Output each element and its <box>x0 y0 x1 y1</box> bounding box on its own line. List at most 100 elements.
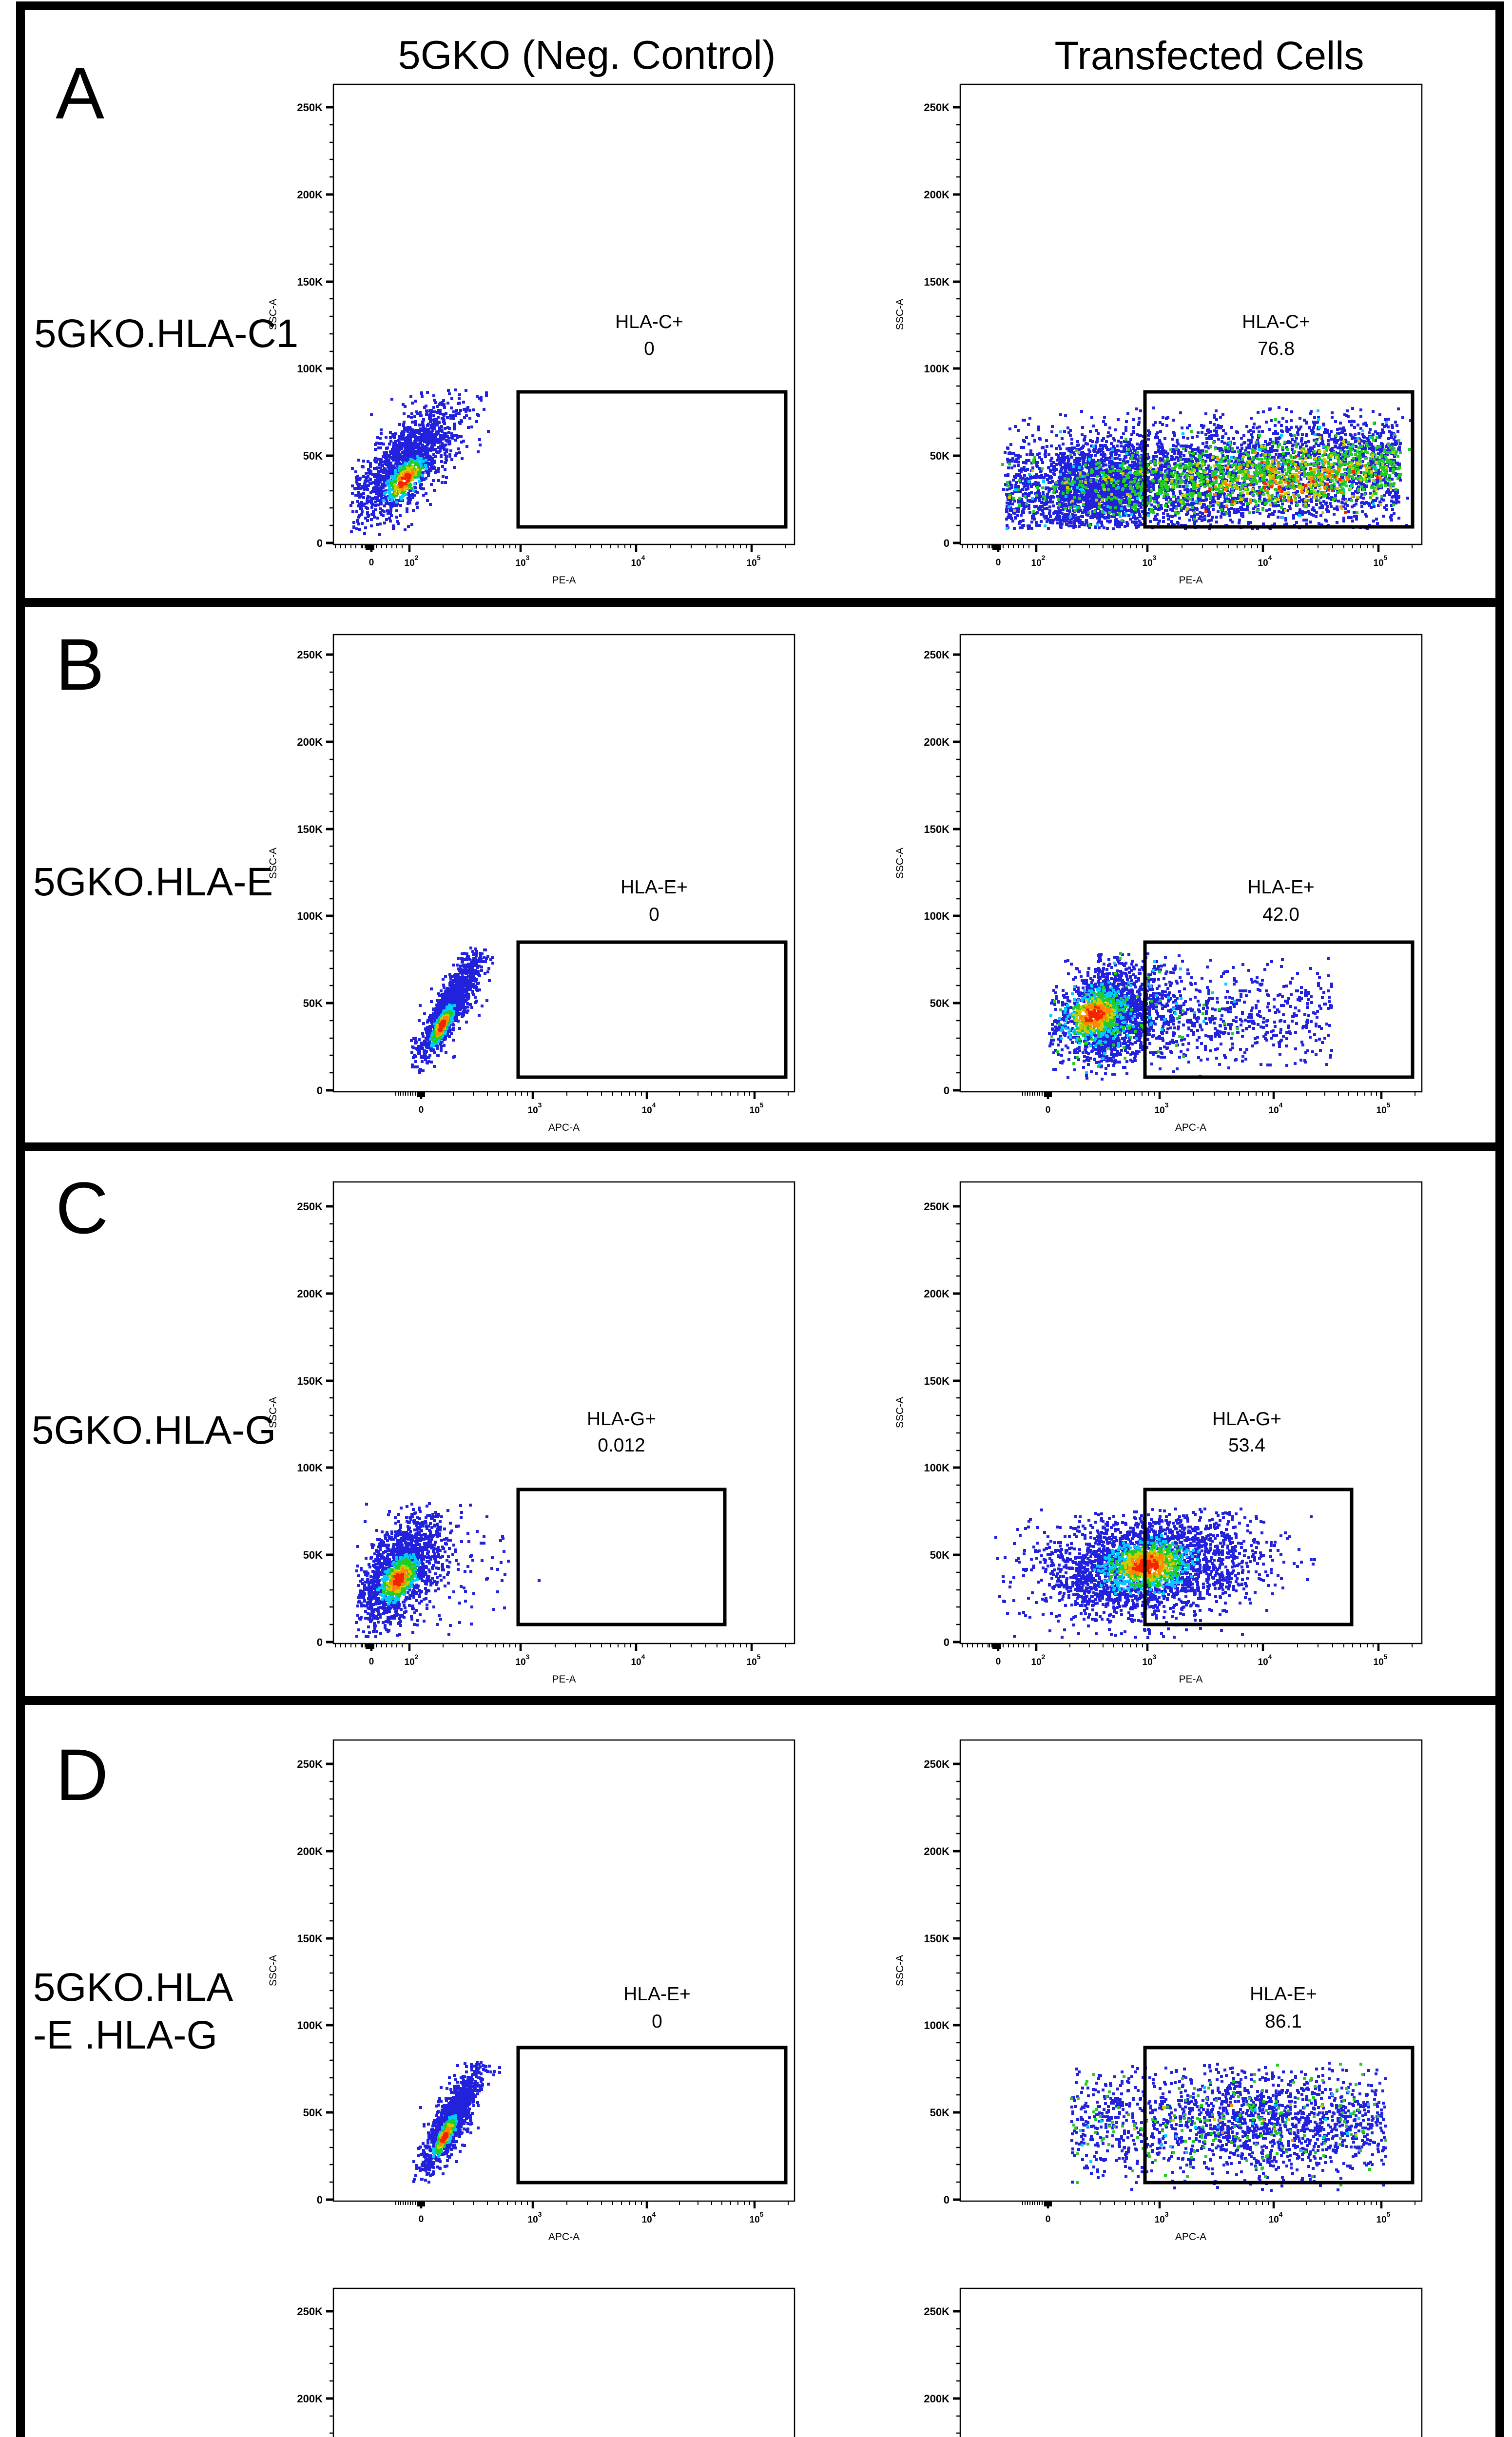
svg-text:SSC-A: SSC-A <box>894 1397 906 1428</box>
svg-text:0: 0 <box>317 2194 323 2206</box>
svg-text:HLA-G+: HLA-G+ <box>1212 1409 1281 1430</box>
svg-text:100K: 100K <box>924 1462 950 1474</box>
svg-text:200K: 200K <box>297 1845 323 1857</box>
svg-text:50K: 50K <box>930 1549 950 1561</box>
svg-text:APC-A: APC-A <box>548 1122 580 1133</box>
svg-text:0: 0 <box>944 1636 950 1648</box>
svg-text:0: 0 <box>419 2214 424 2224</box>
svg-text:PE-A: PE-A <box>1179 1674 1202 1685</box>
svg-text:86.1: 86.1 <box>1265 2011 1302 2032</box>
svg-text:5GKO.HLA: 5GKO.HLA <box>33 1965 233 2010</box>
svg-text:HLA-G+: HLA-G+ <box>587 1409 656 1430</box>
svg-text:HLA-E+: HLA-E+ <box>1247 877 1315 898</box>
svg-text:PE-A: PE-A <box>552 575 576 586</box>
svg-text:100K: 100K <box>297 1462 323 1474</box>
svg-text:200K: 200K <box>297 2393 323 2405</box>
svg-text:150K: 150K <box>297 1375 323 1387</box>
svg-text:50K: 50K <box>930 450 950 462</box>
svg-text:0: 0 <box>317 1084 323 1097</box>
svg-text:0: 0 <box>369 1657 374 1667</box>
svg-text:0: 0 <box>317 1636 323 1648</box>
svg-text:200K: 200K <box>924 189 950 201</box>
svg-text:0: 0 <box>996 558 1001 568</box>
svg-text:250K: 250K <box>297 649 323 661</box>
svg-text:50K: 50K <box>930 2107 950 2119</box>
svg-text:250K: 250K <box>924 649 950 661</box>
svg-text:0: 0 <box>317 537 323 549</box>
svg-text:SSC-A: SSC-A <box>268 1955 279 1986</box>
svg-text:0: 0 <box>944 537 950 549</box>
svg-text:0: 0 <box>1046 2214 1051 2224</box>
svg-text:50K: 50K <box>303 997 323 1009</box>
svg-text:200K: 200K <box>924 1288 950 1300</box>
svg-text:5GKO.HLA-C1: 5GKO.HLA-C1 <box>34 311 298 356</box>
svg-text:SSC-A: SSC-A <box>894 1955 906 1986</box>
svg-text:50K: 50K <box>930 997 950 1009</box>
svg-text:50K: 50K <box>303 1549 323 1561</box>
svg-text:150K: 150K <box>297 1933 323 1945</box>
svg-text:150K: 150K <box>924 276 950 288</box>
svg-text:100K: 100K <box>297 363 323 375</box>
svg-text:0: 0 <box>944 2194 950 2206</box>
svg-text:0.012: 0.012 <box>598 1435 645 1456</box>
svg-text:250K: 250K <box>297 2305 323 2318</box>
svg-text:250K: 250K <box>924 101 950 114</box>
svg-text:HLA-E+: HLA-E+ <box>620 877 688 898</box>
svg-text:B: B <box>56 623 104 705</box>
svg-text:50K: 50K <box>303 2107 323 2119</box>
svg-text:SSC-A: SSC-A <box>268 299 279 330</box>
svg-text:HLA-E+: HLA-E+ <box>1250 1984 1317 2005</box>
svg-text:100K: 100K <box>924 363 950 375</box>
svg-text:APC-A: APC-A <box>548 2231 580 2243</box>
svg-text:PE-A: PE-A <box>552 1674 576 1685</box>
svg-text:200K: 200K <box>924 1845 950 1857</box>
svg-text:200K: 200K <box>924 2393 950 2405</box>
svg-text:D: D <box>56 1734 108 1816</box>
svg-text:100K: 100K <box>924 2019 950 2031</box>
svg-text:150K: 150K <box>924 1933 950 1945</box>
svg-text:53.4: 53.4 <box>1228 1435 1265 1456</box>
svg-text:5GKO.HLA-E: 5GKO.HLA-E <box>33 860 273 904</box>
svg-text:250K: 250K <box>297 1758 323 1770</box>
svg-text:0: 0 <box>944 1084 950 1097</box>
svg-text:0: 0 <box>369 558 374 568</box>
svg-text:PE-A: PE-A <box>1179 575 1202 586</box>
svg-text:100K: 100K <box>297 2019 323 2031</box>
svg-text:SSC-A: SSC-A <box>268 1397 279 1428</box>
svg-text:C: C <box>56 1167 108 1249</box>
svg-text:42.0: 42.0 <box>1262 904 1299 925</box>
svg-text:HLA-C+: HLA-C+ <box>615 311 683 332</box>
svg-text:150K: 150K <box>297 276 323 288</box>
svg-text:A: A <box>56 52 104 134</box>
svg-text:0: 0 <box>649 904 659 925</box>
svg-text:76.8: 76.8 <box>1258 338 1295 359</box>
svg-text:APC-A: APC-A <box>1175 1122 1206 1133</box>
svg-text:0: 0 <box>652 2011 662 2032</box>
svg-text:200K: 200K <box>297 1288 323 1300</box>
svg-text:250K: 250K <box>924 1200 950 1213</box>
svg-text:200K: 200K <box>924 736 950 748</box>
svg-text:HLA-E+: HLA-E+ <box>623 1984 691 2005</box>
svg-text:0: 0 <box>996 1657 1001 1667</box>
svg-text:250K: 250K <box>297 1200 323 1213</box>
svg-text:200K: 200K <box>297 189 323 201</box>
svg-text:SSC-A: SSC-A <box>894 848 906 879</box>
svg-text:150K: 150K <box>297 823 323 835</box>
svg-text:5GKO (Neg. Control): 5GKO (Neg. Control) <box>398 32 776 77</box>
svg-text:250K: 250K <box>297 101 323 114</box>
svg-text:250K: 250K <box>924 1758 950 1770</box>
svg-text:0: 0 <box>419 1105 424 1115</box>
svg-text:-E .HLA-G: -E .HLA-G <box>33 2013 217 2057</box>
svg-text:0: 0 <box>1046 1105 1051 1115</box>
svg-text:0: 0 <box>644 338 655 359</box>
svg-text:200K: 200K <box>297 736 323 748</box>
svg-text:Transfected Cells: Transfected Cells <box>1055 34 1364 78</box>
svg-text:5GKO.HLA-G: 5GKO.HLA-G <box>32 1408 276 1452</box>
svg-text:150K: 150K <box>924 823 950 835</box>
svg-text:150K: 150K <box>924 1375 950 1387</box>
svg-text:100K: 100K <box>297 910 323 922</box>
svg-text:100K: 100K <box>924 910 950 922</box>
svg-text:SSC-A: SSC-A <box>268 848 279 879</box>
svg-text:SSC-A: SSC-A <box>894 299 906 330</box>
svg-text:50K: 50K <box>303 450 323 462</box>
